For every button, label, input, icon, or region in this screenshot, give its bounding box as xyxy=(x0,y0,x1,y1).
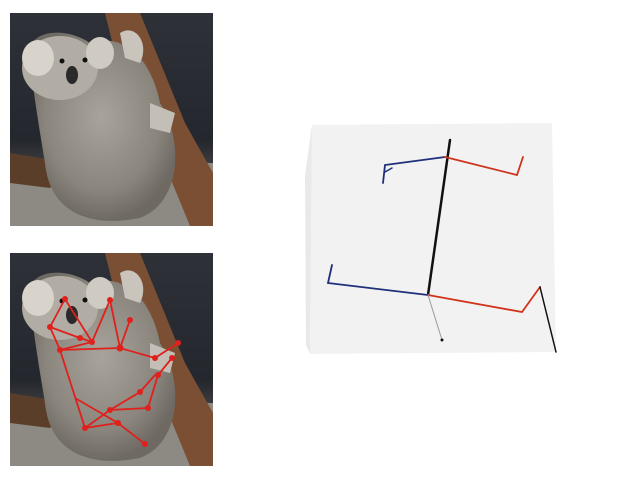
3d-skeleton xyxy=(326,138,557,353)
keypoint-photo xyxy=(10,253,213,466)
3d-plot xyxy=(305,123,557,354)
plot-pane xyxy=(310,123,556,354)
keypoints xyxy=(47,296,181,447)
input-photo xyxy=(10,13,213,226)
side-pane xyxy=(305,125,312,354)
